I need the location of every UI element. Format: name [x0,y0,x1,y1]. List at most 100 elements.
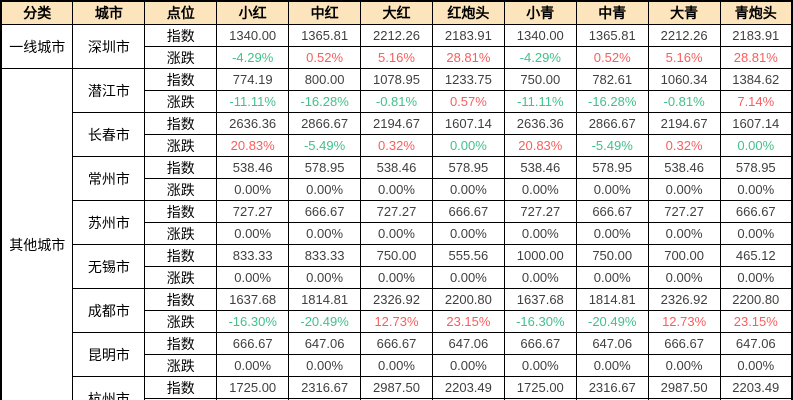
index-row: 常州市 指数 538.46 578.95 538.46 578.95 538.46 578.9… [1,156,793,201]
column-header-4: 中红 [288,0,362,25]
index-value-cell: 666.67 [216,332,290,355]
city-cell: 昆明市 [72,332,146,377]
change-row: 涨跌 0.00% 0.00% 0.00% 0.00% 0.00% 0.00% 0.00% 0.0… [1,354,793,377]
change-value-cell: 0.00% [288,354,362,377]
change-value-cell: 3.91% [360,398,433,400]
table-header: 分类 城市 点位 小红 中红 大红 红炮头 小青 中青 大青 青炮头 [0,0,793,25]
metric-label-change: 涨跌 [144,310,218,333]
metric-label-change: 涨跌 [144,46,218,69]
index-value-cell: 647.06 [288,332,362,355]
column-header-1: 城市 [72,0,146,25]
change-value-cell: 12.73% [647,310,721,333]
index-value-cell: 1384.62 [719,68,793,91]
metric-label-index: 指数 [144,156,218,179]
index-value-cell: 2987.50 [647,376,721,399]
change-value-cell: 0.00% [647,222,721,245]
change-value-cell: -16.30% [216,310,290,333]
index-value-cell: 1060.34 [647,68,721,91]
change-value-cell: 20.83% [216,134,290,157]
index-row: 长春市 指数 2636.36 2866.67 2194.67 1607.14 2636.36… [1,112,793,157]
index-value-cell: 2326.92 [360,288,433,311]
change-value-cell: 5.16% [360,46,433,69]
index-value-cell: 2212.26 [647,24,721,47]
index-value-cell: 1365.81 [288,24,362,47]
change-value-cell: 0.00% [647,354,721,377]
index-row: 成都市 指数 1637.68 1814.81 2326.92 2200.80 1637.68… [1,288,793,333]
index-value-cell: 727.27 [360,200,433,223]
change-value-cell: 0.00% [216,178,290,201]
index-value-cell: 1814.81 [575,288,649,311]
change-value-cell: 0.52% [288,46,362,69]
change-row: 涨跌 -11.11% -16.28% -0.81% 0.57% -11.11% -16.28… [1,90,793,113]
table-body: 一线城市 深圳市 指数 1340.00 1365.81 2212.26 2183.91 134… [0,24,793,400]
category-cell: 其他城市 [0,68,74,400]
index-value-cell: 833.33 [288,244,362,267]
index-value-cell: 666.67 [360,332,433,355]
metric-label-index: 指数 [144,288,218,311]
change-value-cell: 7.14% [719,90,793,113]
index-row: 苏州市 指数 727.27 666.67 727.27 666.67 727.27 666.6… [1,200,793,245]
metric-label-index: 指数 [144,244,218,267]
metric-label-index: 指数 [144,376,218,399]
change-value-cell: -4.29% [503,46,577,69]
index-value-cell: 2987.50 [360,376,433,399]
change-value-cell: 0.32% [360,134,433,157]
index-value-cell: 555.56 [431,244,505,267]
change-value-cell: -11.11% [503,90,577,113]
metric-label-change: 涨跌 [144,90,218,113]
city-cell: 杭州市 [72,376,146,400]
city-cell: 深圳市 [72,24,146,69]
index-value-cell: 2200.80 [431,288,505,311]
index-value-cell: 578.95 [288,156,362,179]
index-value-cell: 1725.00 [216,376,290,399]
column-header-2: 点位 [144,0,218,25]
column-header-6: 红炮头 [431,0,505,25]
header-row: 分类 城市 点位 小红 中红 大红 红炮头 小青 中青 大青 青炮头 [0,0,793,25]
change-value-cell: 23.15% [431,310,505,333]
column-header-8: 中青 [575,0,649,25]
index-value-cell: 465.12 [719,244,793,267]
change-value-cell: 0.00% [360,178,433,201]
metric-label-change: 涨跌 [144,134,218,157]
change-row: 涨跌 0.00% 0.00% 0.00% 0.00% 0.00% 0.00% 0.00% 0.0… [1,266,793,289]
change-value-cell: 22.26% [431,398,505,400]
index-value-cell: 1637.68 [503,288,577,311]
city-cell: 无锡市 [72,244,146,289]
metric-label-change: 涨跌 [144,354,218,377]
index-value-cell: 782.61 [575,68,649,91]
index-value-cell: 578.95 [575,156,649,179]
category-cell: 一线城市 [0,24,74,69]
index-value-cell: 538.46 [360,156,433,179]
index-value-cell: 1814.81 [288,288,362,311]
index-value-cell: 2866.67 [288,112,362,135]
change-value-cell: 20.83% [503,134,577,157]
change-value-cell: -16.28% [288,90,362,113]
change-value-cell: 0.00% [431,222,505,245]
change-value-cell: 0.00% [503,354,577,377]
index-value-cell: 578.95 [431,156,505,179]
change-value-cell: 0.00% [503,178,577,201]
index-value-cell: 1607.14 [431,112,505,135]
index-value-cell: 1340.00 [503,24,577,47]
index-value-cell: 2212.26 [360,24,433,47]
change-value-cell: 0.00% [647,266,721,289]
index-value-cell: 666.67 [503,332,577,355]
index-value-cell: 700.00 [647,244,721,267]
change-value-cell: 0.00% [216,222,290,245]
change-value-cell: 0.00% [719,354,793,377]
change-value-cell: 28.81% [719,46,793,69]
change-value-cell: 0.00% [216,354,290,377]
index-row: 无锡市 指数 833.33 833.33 750.00 555.56 1000.00 750.… [1,244,793,289]
column-header-7: 小青 [503,0,577,25]
index-value-cell: 666.67 [647,332,721,355]
change-row: 涨跌 -4.29% 0.52% 5.16% 28.81% -4.29% 0.52% 5.16%… [1,46,793,69]
city-cell: 苏州市 [72,200,146,245]
change-value-cell: -5.49% [288,134,362,157]
index-value-cell: 727.27 [647,200,721,223]
city-cell: 潜江市 [72,68,146,113]
index-value-cell: 2200.80 [719,288,793,311]
change-value-cell: 6.92% [288,398,362,400]
index-value-cell: 750.00 [575,244,649,267]
column-header-3: 小红 [216,0,290,25]
change-value-cell: 0.57% [431,90,505,113]
